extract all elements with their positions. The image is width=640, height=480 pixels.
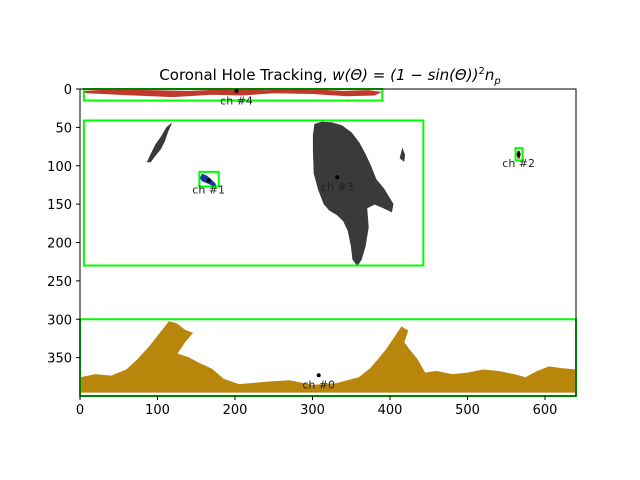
centroid-ch-3 (335, 175, 340, 180)
tracking-box-ch-1 (198, 170, 220, 188)
y-tick-label: 200 (47, 237, 72, 252)
x-tick-label: 0 (76, 403, 84, 418)
chart-title: Coronal Hole Tracking, w(Θ) = (1 − sin(Θ… (159, 66, 500, 87)
y-tick-label: 350 (47, 352, 72, 367)
region-ch-4 (82, 89, 383, 98)
centroid-ch-2 (516, 152, 521, 157)
x-tick-label: 100 (145, 403, 170, 418)
y-tick-label: 100 (47, 160, 72, 175)
y-tick-label: 250 (47, 275, 72, 290)
y-tick-label: 150 (47, 198, 72, 213)
x-tick-label: 500 (455, 403, 480, 418)
plot-area: ch #0 ch #1 ch #2 ch #3 ch #4 (79, 88, 577, 397)
tracking-box-ch-2 (514, 147, 524, 162)
centroid-ch-0 (316, 373, 321, 378)
tracking-box-ch-3 (82, 119, 425, 267)
label-ch-2: ch #2 (502, 157, 535, 170)
centroid-ch-4 (234, 89, 239, 94)
label-ch-4: ch #4 (220, 94, 253, 107)
region-ch-3-part-2 (399, 147, 406, 162)
label-ch-3: ch #3 (321, 180, 354, 193)
centroid-ch-1 (206, 178, 211, 183)
x-tick-label: 600 (533, 403, 558, 418)
axis-ticks: 0 100 200 300 400 500 600 0 50 100 150 200 250 300 350 (47, 83, 557, 418)
x-tick-label: 200 (223, 403, 248, 418)
y-tick-label: 300 (47, 313, 72, 328)
x-tick-label: 300 (300, 403, 325, 418)
y-tick-label: 0 (64, 83, 72, 98)
label-ch-1: ch #1 (192, 183, 225, 196)
y-tick-label: 50 (55, 121, 72, 136)
region-ch-0 (80, 321, 576, 393)
region-ch-3 (312, 121, 394, 267)
x-tick-label: 400 (378, 403, 403, 418)
region-ch-3-part-1 (146, 123, 172, 163)
label-ch-0: ch #0 (302, 378, 335, 391)
